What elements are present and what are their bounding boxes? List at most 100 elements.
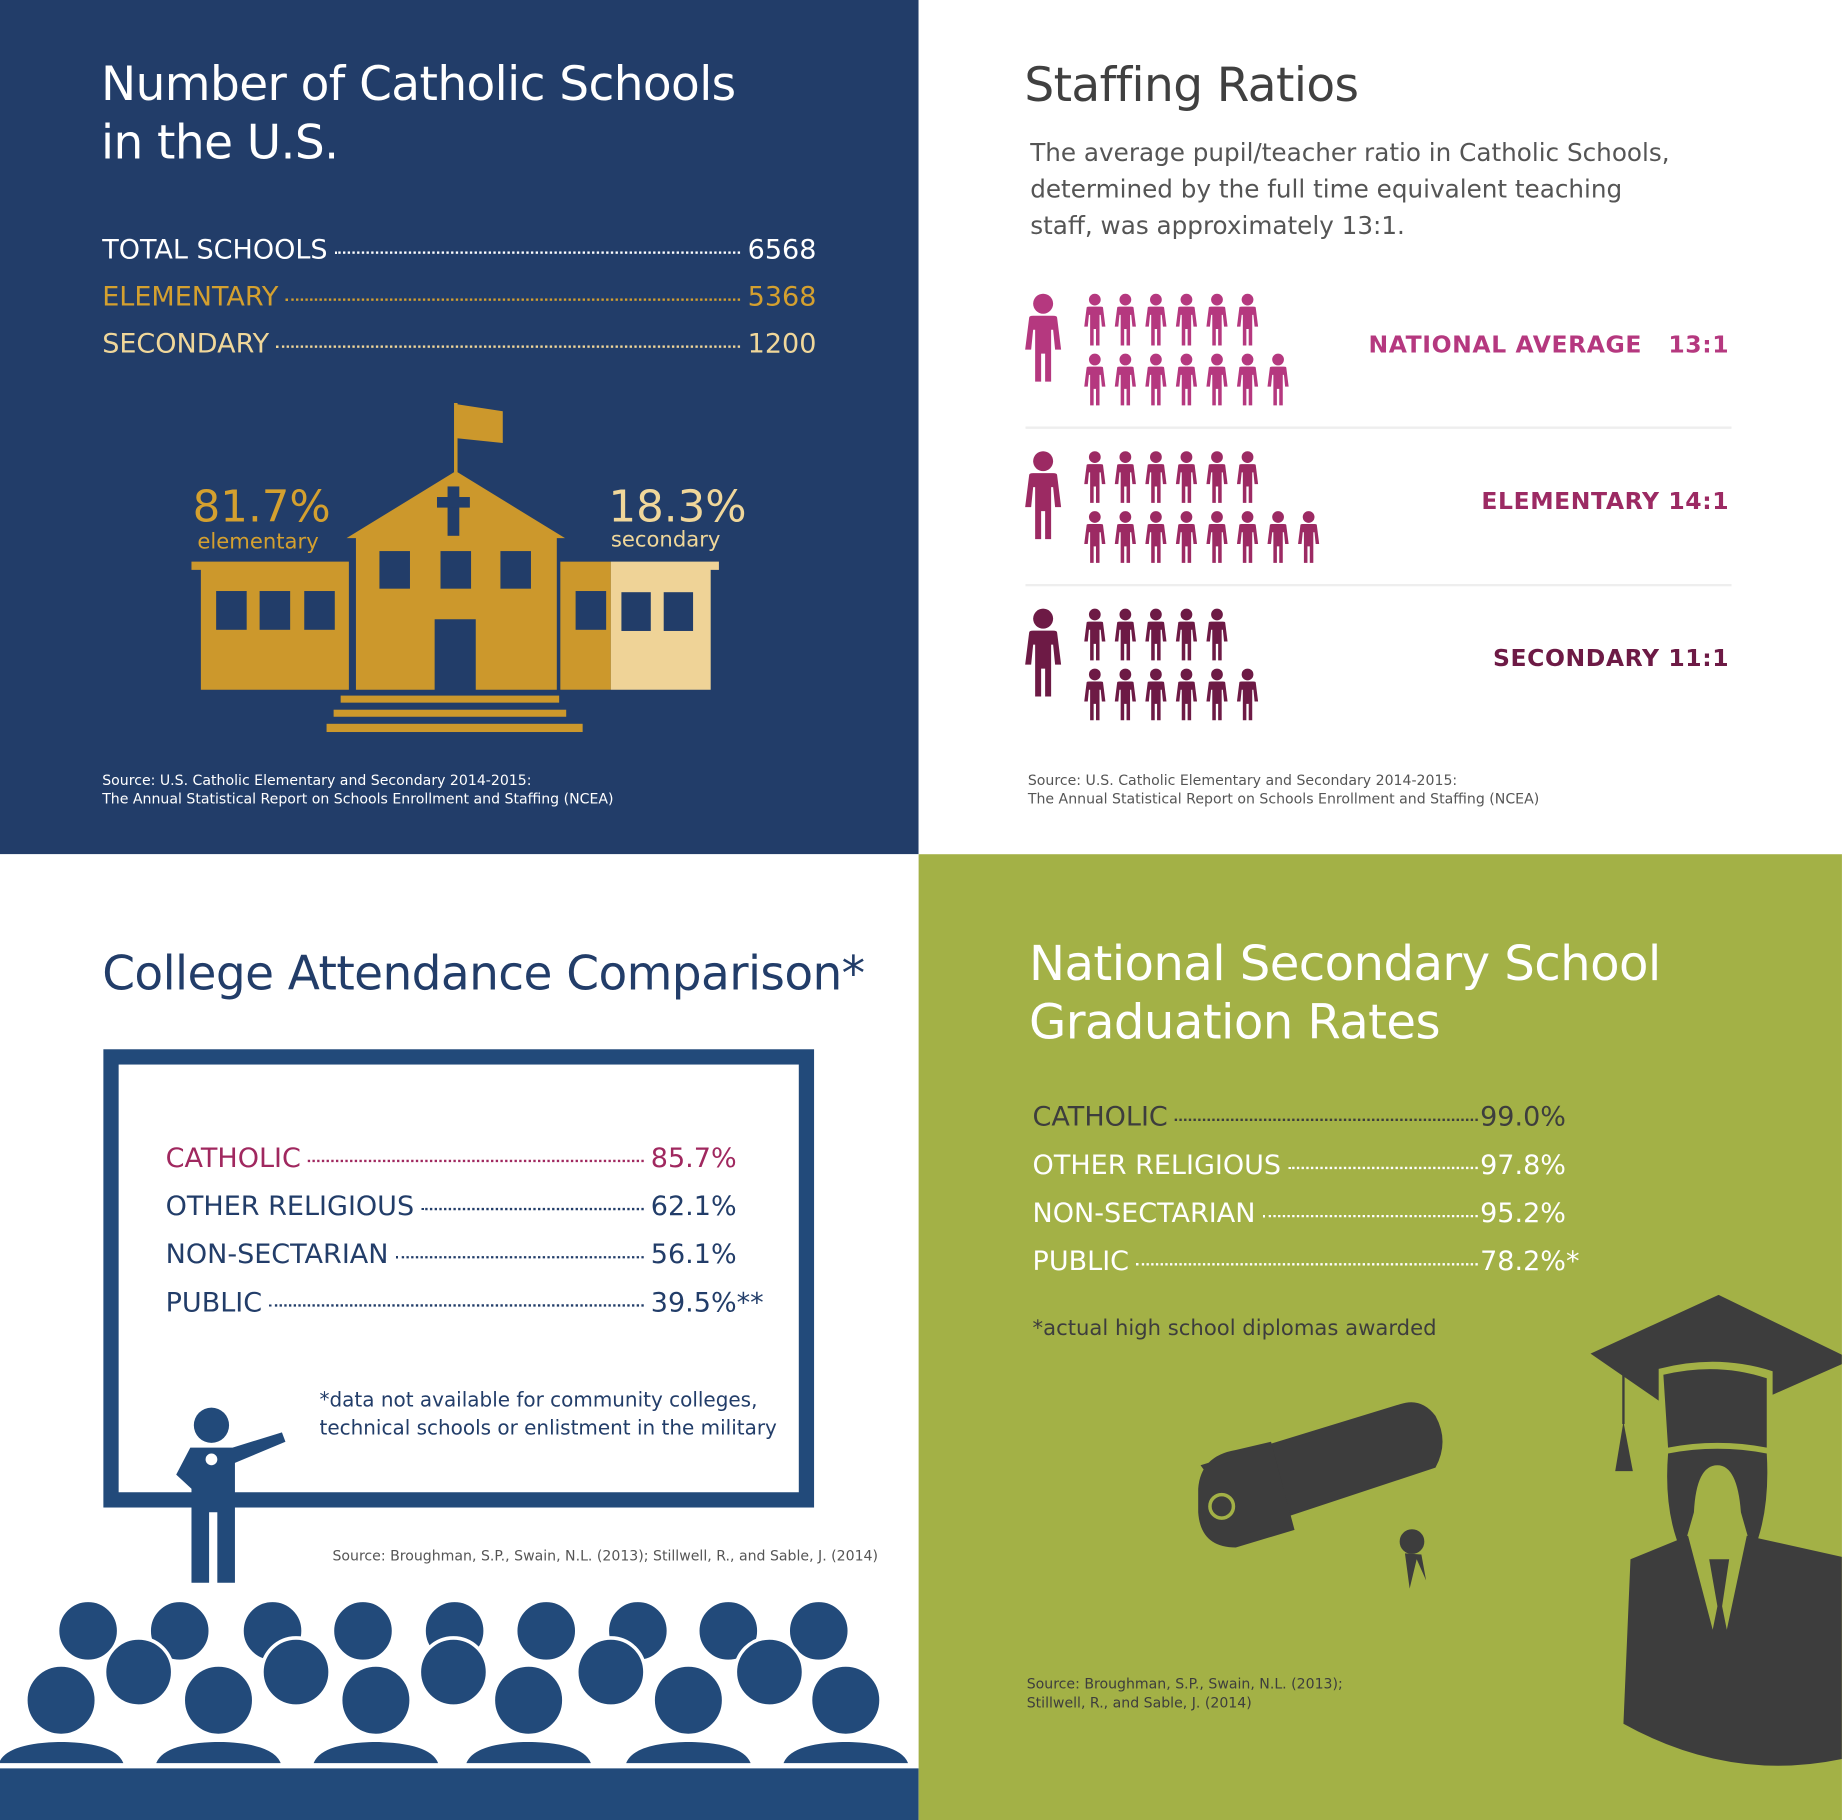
- student-icon: [1145, 451, 1167, 503]
- student-icon: [1114, 511, 1136, 563]
- student-icon: [1267, 511, 1289, 563]
- audience-head: [696, 1598, 761, 1664]
- student-icon: [1206, 511, 1228, 563]
- row-label: SECONDARY: [102, 329, 270, 360]
- schools-row-elementary: ELEMENTARY 5368: [102, 282, 816, 313]
- grad-row-non-sectarian: NON-SECTARIAN 95.2%: [1033, 1198, 1566, 1230]
- student-icon: [1298, 511, 1320, 563]
- student-icon: [1206, 608, 1228, 661]
- student-icon: [1175, 608, 1198, 661]
- row-value: 56.1%: [650, 1239, 737, 1271]
- audience-head: [338, 1663, 413, 1738]
- speaker-icon: [176, 1407, 286, 1583]
- audience-shoulders: [621, 1738, 756, 1767]
- row-label: CATHOLIC: [165, 1143, 301, 1174]
- staffing-source: Source: U.S. Catholic Elementary and Sec…: [1028, 771, 1539, 809]
- student-icon: [1145, 511, 1167, 563]
- student-icon: [1114, 353, 1136, 406]
- student-icon: [1175, 451, 1198, 503]
- divider: [1025, 583, 1732, 587]
- source-line: The Annual Statistical Report on Schools…: [102, 790, 614, 808]
- audience-illustration: [0, 1407, 919, 1820]
- college-row-non-sectarian: NON-SECTARIAN 56.1%: [165, 1239, 737, 1271]
- dot-leader: [285, 298, 741, 301]
- staffing-description: The average pupil/teacher ratio in Catho…: [1030, 138, 1670, 240]
- student-icon: [1114, 451, 1136, 503]
- footnote-line: *data not available for community colleg…: [319, 1388, 758, 1413]
- graduation-panel: National Secondary School Graduation Rat…: [918, 854, 1842, 1820]
- row-label: ELEMENTARY: [102, 282, 279, 313]
- row-value: 6568: [747, 234, 817, 266]
- student-icon: [1236, 511, 1259, 563]
- row-label: NON-SECTARIAN: [165, 1239, 389, 1271]
- divider: [1025, 426, 1732, 429]
- audience-head: [260, 1636, 332, 1708]
- footnote-line: technical schools or enlistment in the m…: [319, 1417, 777, 1441]
- dot-leader: [1174, 1118, 1478, 1121]
- title-line: National Secondary School: [1029, 935, 1661, 992]
- audience-head: [24, 1663, 99, 1738]
- row-label: TOTAL SCHOOLS: [102, 234, 328, 266]
- teacher-icon: [1025, 451, 1062, 540]
- student-icon: [1114, 668, 1136, 721]
- student-icon: [1145, 668, 1167, 721]
- student-icon: [1114, 293, 1136, 346]
- student-icon: [1206, 353, 1228, 406]
- student-icon: [1084, 353, 1106, 406]
- audience-head: [55, 1598, 121, 1664]
- schools-title-line2: in the U.S.: [101, 116, 339, 171]
- student-icon: [1206, 451, 1228, 503]
- schools-row-secondary: SECONDARY 1200: [102, 329, 816, 360]
- college-panel: College Attendance Comparison* CATHOLIC 8…: [0, 854, 919, 1820]
- source-line: Source: U.S. Catholic Elementary and Sec…: [1027, 771, 1458, 789]
- audience-head: [575, 1636, 647, 1708]
- student-icon: [1267, 353, 1289, 406]
- source-line: Source: U.S. Catholic Elementary and Sec…: [102, 771, 532, 789]
- audience-head: [786, 1598, 852, 1664]
- teacher-icon: [1025, 608, 1062, 697]
- audience-head: [808, 1663, 883, 1738]
- row-value: 95.2%: [1480, 1198, 1566, 1230]
- row-label: CATHOLIC: [1032, 1102, 1168, 1133]
- row-value: 99.0%: [1480, 1102, 1566, 1133]
- audience-shoulders: [0, 1738, 128, 1767]
- student-icon: [1236, 293, 1259, 346]
- source-line: The Annual Statistical Report on Schools…: [1027, 790, 1540, 808]
- student-icon: [1175, 293, 1198, 346]
- student-icon: [1206, 668, 1228, 721]
- whiteboard: [103, 1049, 815, 1508]
- secondary-caption: secondary: [610, 527, 721, 553]
- graduation-title: National Secondary School Graduation Rat…: [1029, 934, 1661, 1052]
- graduate-illustration: [1198, 1294, 1842, 1766]
- dot-leader: [1288, 1166, 1478, 1170]
- schools-title-line1: Number of Catholic Schools: [101, 57, 736, 112]
- ratio-label-secondary: SECONDARY 11:1: [1492, 643, 1730, 673]
- audience-head: [181, 1663, 256, 1738]
- student-icon: [1084, 451, 1106, 503]
- diploma-icon: [1198, 1402, 1443, 1589]
- source-line: Source: Broughman, S.P., Swain, N.L. (20…: [1026, 1675, 1343, 1692]
- audience-head: [651, 1663, 726, 1738]
- dot-leader: [1136, 1263, 1478, 1266]
- college-source: Source: Broughman, S.P., Swain, N.L. (20…: [332, 1547, 879, 1564]
- student-icon: [1084, 293, 1106, 346]
- student-icon: [1175, 668, 1198, 721]
- student-icon: [1236, 353, 1259, 406]
- student-icon: [1084, 608, 1106, 661]
- elementary-percent: 81.7%: [192, 481, 331, 533]
- row-value: 5368: [747, 282, 817, 313]
- student-icon: [1175, 511, 1198, 563]
- audience-head: [330, 1598, 396, 1664]
- audience-head: [513, 1598, 579, 1664]
- audience-shoulders: [461, 1738, 596, 1767]
- audience-head: [491, 1663, 566, 1738]
- dot-leader: [395, 1256, 644, 1259]
- row-label: OTHER RELIGIOUS: [1032, 1150, 1282, 1181]
- staffing-pictogram: [1025, 293, 1320, 721]
- schools-title: Number of Catholic Schools in the U.S.: [101, 55, 736, 172]
- secondary-percent: 18.3%: [608, 481, 747, 533]
- graduation-footnote: *actual high school diplomas awarded: [1032, 1316, 1437, 1341]
- graduate-icon: [1590, 1294, 1842, 1766]
- row-value: 78.2%*: [1480, 1246, 1580, 1278]
- college-title: College Attendance Comparison*: [102, 947, 865, 1002]
